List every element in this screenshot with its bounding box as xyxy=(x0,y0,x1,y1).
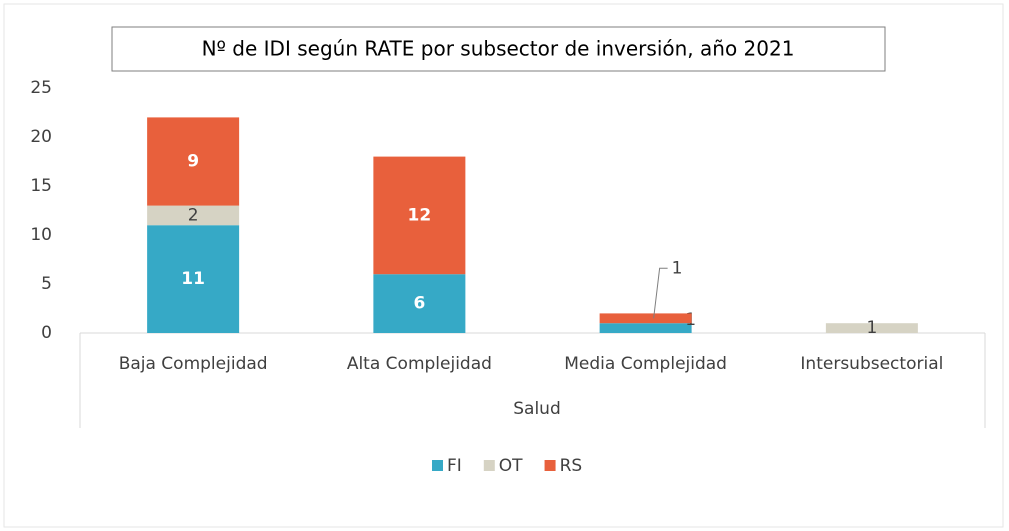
legend-label: OT xyxy=(499,456,523,476)
data-label: 9 xyxy=(187,152,199,172)
bar-segment xyxy=(599,313,692,324)
y-tick-label: 0 xyxy=(41,323,52,343)
legend-swatch xyxy=(544,460,556,471)
data-label: 12 xyxy=(408,205,432,225)
data-label: 1 xyxy=(866,318,877,338)
y-tick-label: 10 xyxy=(30,225,52,245)
bar-segment xyxy=(599,323,692,333)
y-tick-label: 25 xyxy=(30,78,52,98)
legend-label: FI xyxy=(447,456,462,476)
y-tick-label: 5 xyxy=(41,274,52,294)
y-tick-label: 15 xyxy=(30,176,52,196)
x-group-label: Salud xyxy=(513,399,561,419)
legend-label: RS xyxy=(560,456,583,476)
legend-swatch xyxy=(432,460,443,471)
bar-segment xyxy=(147,117,240,206)
x-tick-label: Alta Complejidad xyxy=(347,354,492,374)
y-tick-label: 20 xyxy=(30,127,52,147)
data-label: 2 xyxy=(188,205,199,225)
data-label: 11 xyxy=(181,269,205,289)
bar-segment xyxy=(825,323,918,333)
title-box xyxy=(111,26,886,72)
chart-title: Nº de IDI según RATE por subsector de in… xyxy=(202,37,795,61)
x-tick-label: Baja Complejidad xyxy=(119,354,268,374)
x-tick-label: Media Complejidad xyxy=(564,354,727,374)
x-tick-label: Intersubsectorial xyxy=(800,354,943,374)
data-label: 1 xyxy=(672,258,683,278)
bar-segment xyxy=(373,274,466,333)
legend-swatch xyxy=(483,460,495,471)
bar-segment xyxy=(147,205,240,226)
data-label: 6 xyxy=(413,294,425,314)
chart-border xyxy=(3,3,1004,528)
bar-segment xyxy=(147,225,240,333)
bar-segment xyxy=(373,156,466,275)
leader-line xyxy=(653,267,668,319)
